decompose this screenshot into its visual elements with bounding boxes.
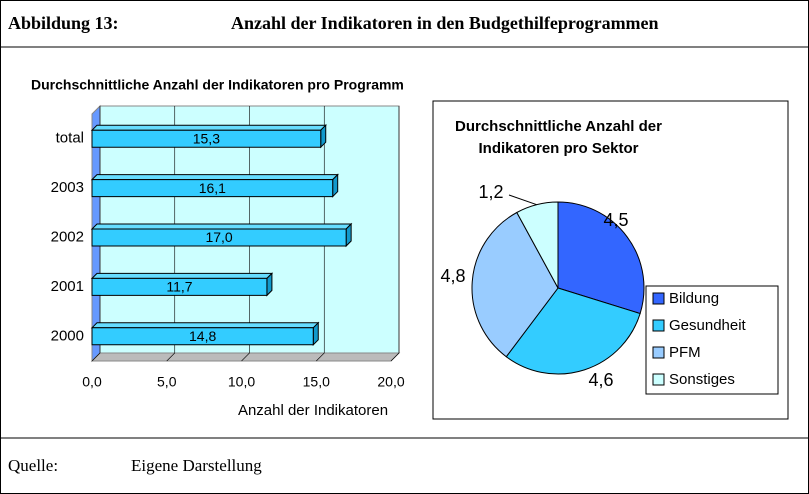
value-label: 15,3 (193, 130, 220, 146)
x-tick-label: 0,0 (82, 374, 102, 390)
bar (90, 123, 327, 149)
bar (90, 321, 320, 347)
value-label: 16,1 (199, 180, 226, 196)
y-tick-label: 2002 (51, 228, 84, 245)
legend-label: Sonstiges (669, 371, 735, 388)
bar-title: Durchschnittliche Anzahl der Indikatoren… (31, 77, 404, 93)
source: Eigene Darstellung (131, 456, 262, 475)
value-label: 4,6 (588, 370, 613, 390)
legend-swatch (652, 373, 665, 386)
x-tick-label: 15,0 (303, 374, 330, 390)
legend (645, 285, 779, 395)
figure-label: Abbildung 13: (8, 13, 119, 33)
y-tick-label: 2000 (51, 327, 84, 344)
y-tick-label: 2003 (51, 179, 84, 196)
source-label: Quelle: (8, 456, 58, 475)
value-label: 1,2 (478, 182, 503, 202)
y-tick-label: 2001 (51, 278, 84, 295)
grid-line (390, 106, 400, 362)
figure-title: Anzahl der Indikatoren in den Budgethilf… (231, 13, 659, 33)
y-tick-label: total (56, 130, 84, 147)
legend-swatch (652, 319, 665, 332)
bar (90, 173, 339, 198)
pie-slice (471, 211, 559, 358)
value-label: 11,7 (166, 279, 192, 295)
value-label: 17,0 (205, 229, 232, 245)
legend-label: Bildung (669, 290, 719, 307)
value-label: 4,5 (603, 210, 628, 230)
x-tick-label: 10,0 (228, 374, 255, 390)
pie-slice (505, 287, 641, 375)
x-tick-label: 5,0 (157, 374, 177, 390)
pie-title: Durchschnittliche Anzahl der Indikatoren… (455, 118, 662, 157)
legend-label: PFM (669, 344, 701, 361)
legend-swatch (652, 292, 665, 305)
leader-line (508, 194, 537, 206)
pie-slice (557, 201, 645, 315)
value-label: 14,8 (189, 328, 216, 344)
x-axis-label: Anzahl der Indikatoren (238, 402, 388, 419)
bar (90, 272, 274, 297)
value-label: 4,8 (440, 266, 465, 286)
legend-label: Gesundheit (669, 317, 747, 334)
bar (90, 222, 353, 248)
legend-swatch (652, 346, 665, 359)
x-tick-label: 20,0 (377, 374, 404, 390)
